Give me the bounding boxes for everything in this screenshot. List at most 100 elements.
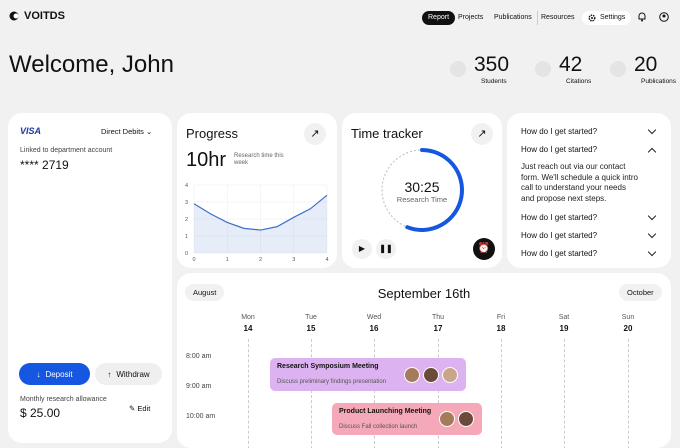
nav-link[interactable]: Publications [494, 11, 538, 25]
faq-answer: Just reach out via our contact form. We'… [521, 162, 638, 203]
event-description: Discuss Fall collection launch [339, 424, 418, 430]
chevron [647, 229, 657, 239]
day-column-line [564, 339, 565, 448]
progress-value: 10hr [186, 149, 227, 171]
edit-button[interactable]: ✎ Edit [129, 404, 151, 413]
x-tick-label: 0 [192, 257, 195, 263]
event[interactable]: Research Symposium Meeting Discuss prelim… [270, 358, 466, 391]
stat-label: Students [481, 78, 507, 85]
bell-icon[interactable] [637, 12, 647, 22]
settings-label: Settings [600, 14, 626, 21]
logo[interactable]: VOITDS [9, 10, 65, 22]
event[interactable]: Product Launching Meeting Discuss Fall co… [332, 403, 482, 435]
event-description: Discuss preliminary findings presentatio… [277, 379, 387, 385]
faq-question[interactable]: How do I get started? [521, 213, 598, 222]
progress-chart: 0 1 2 3 4 0 1 2 3 4 [185, 183, 329, 263]
allowance-amount: $ 25.00 [20, 406, 61, 420]
payment-card: VISA Direct Debits ⌄ Linked to departmen… [8, 113, 172, 443]
stat-icon [610, 61, 626, 77]
timer-progress [405, 148, 464, 232]
faq-question[interactable]: How do I get started? [521, 249, 598, 258]
avatar [404, 366, 420, 383]
y-tick-label: 2 [185, 217, 188, 223]
next-month-button[interactable]: October [619, 284, 662, 301]
gear-icon [588, 14, 596, 22]
event-title: Product Launching Meeting [339, 408, 432, 415]
line [193, 194, 328, 231]
y-tick-label: 4 [185, 183, 188, 189]
nav-link[interactable]: Report [422, 11, 456, 25]
faq-question[interactable]: How do I get started? [521, 231, 598, 240]
play-button[interactable]: ▶ [352, 239, 372, 259]
stat-label: Citations [566, 78, 592, 85]
stat-icon [450, 61, 466, 77]
open-button[interactable]: ↗ [471, 123, 493, 145]
day-date: 16 [369, 324, 379, 333]
day-date: 20 [623, 324, 633, 333]
day-column-line [501, 339, 502, 448]
timer-ring [381, 148, 464, 232]
method-label: Direct Debits [101, 127, 144, 136]
faq-question[interactable]: How do I get started? [521, 127, 598, 136]
progress-card: Progress ↗ 10hr Research time this week … [177, 113, 337, 268]
event-title: Research Symposium Meeting [277, 363, 379, 370]
day-column-line [374, 339, 375, 448]
deposit-button[interactable]: ↓ Deposit [19, 363, 90, 385]
day-name: Wed [366, 314, 382, 321]
logo-text: VOITDS [24, 10, 65, 22]
progress-caption: Research time this week [234, 153, 284, 166]
linked-label: Linked to department account [20, 147, 113, 154]
pause-button[interactable]: ❚❚ [376, 239, 396, 259]
chevron [647, 247, 657, 257]
alarm-button[interactable]: ⏰ [473, 238, 495, 260]
avatar [439, 411, 455, 427]
avatar [423, 366, 439, 383]
settings-button[interactable]: Settings [582, 11, 632, 25]
withdraw-button[interactable]: ↑ Withdraw [95, 363, 162, 385]
time-label: 9:00 am [186, 383, 212, 390]
day-date: 14 [243, 324, 253, 333]
edit-label: Edit [137, 404, 151, 413]
calendar-card: August September 16th October Mon 14 Tue 15… [177, 273, 671, 448]
day-date: 17 [433, 324, 443, 333]
y-tick-label: 0 [185, 251, 188, 257]
avatar [442, 366, 458, 383]
card-brand: VISA [20, 126, 42, 136]
day-name: Sat [558, 314, 570, 321]
x-tick-label: 4 [325, 257, 328, 263]
stat-icon [535, 61, 551, 77]
timer-caption: Research Time [396, 195, 448, 204]
chevron [647, 125, 657, 135]
avatar [458, 411, 474, 427]
x-tick-label: 2 [259, 257, 262, 263]
day-name: Tue [305, 314, 317, 321]
nav-link[interactable]: Projects [458, 14, 484, 21]
day-name: Fri [496, 314, 506, 321]
deposit-label: Deposit [45, 369, 73, 379]
timer-time: 30:25 [404, 179, 440, 195]
open-button[interactable]: ↗ [304, 123, 326, 145]
nav-link[interactable]: Resources [541, 14, 575, 21]
stat-value: 42 [559, 53, 583, 76]
chevron [647, 211, 657, 221]
method-dropdown[interactable]: Direct Debits ⌄ [101, 127, 153, 136]
day-column-line [438, 339, 439, 448]
area [194, 195, 327, 253]
day-name: Mon [241, 314, 255, 321]
day-column-line [248, 339, 249, 448]
withdraw-label: Withdraw [116, 369, 150, 379]
time-label: 8:00 am [186, 353, 212, 360]
faq-question[interactable]: How do I get started? [521, 145, 598, 154]
day-name: Sun [621, 314, 635, 321]
chevron [647, 147, 657, 157]
y-tick-label: 3 [185, 200, 188, 206]
stat-value: 350 [474, 53, 510, 76]
card-title: Progress [186, 126, 239, 141]
user-icon[interactable] [659, 12, 669, 22]
day-column-line [628, 339, 629, 448]
allowance-label: Monthly research allowance [20, 396, 107, 403]
x-tick-label: 1 [226, 257, 229, 263]
logo-icon [9, 11, 19, 21]
prev-month-button[interactable]: August [185, 284, 225, 301]
